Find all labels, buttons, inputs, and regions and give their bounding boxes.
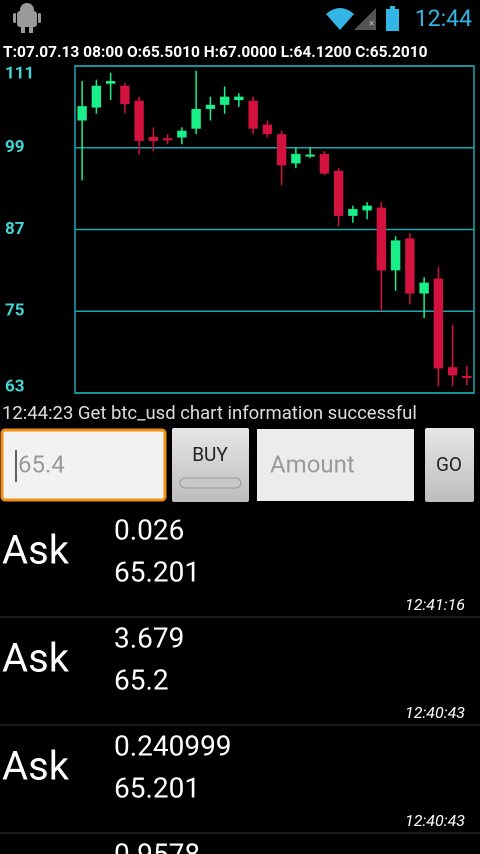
y-tick-label: 99 xyxy=(5,137,25,157)
plot-border xyxy=(74,65,475,394)
candle-body xyxy=(148,136,159,141)
buy-button-label: BUY xyxy=(192,443,228,466)
candle-body xyxy=(162,138,173,141)
battery-tip xyxy=(390,6,395,10)
candle-body xyxy=(390,240,401,271)
candle-body xyxy=(177,130,187,138)
candle-body xyxy=(205,104,216,109)
buy-toggle-indicator xyxy=(179,477,242,489)
candle-body xyxy=(120,85,130,105)
candle-body xyxy=(191,108,201,129)
log-message: 12:44:23 Get btc_usd chart information s… xyxy=(2,402,417,424)
candle-body xyxy=(447,367,458,376)
candle-body xyxy=(105,80,116,84)
y-tick-label: 63 xyxy=(5,376,25,396)
order-side: Ask xyxy=(2,527,70,574)
order-amount: 3.679 xyxy=(114,621,184,654)
signal-icon xyxy=(354,8,376,30)
candle-body xyxy=(134,100,144,141)
battery-icon xyxy=(386,9,399,31)
debug-icon xyxy=(13,3,41,33)
order-price: 65.201 xyxy=(114,555,200,588)
candle-body xyxy=(405,238,415,294)
order-list: Ask 0.026 65.201 12:41:16 Ask 3.679 65.2 12:40:… xyxy=(0,513,480,854)
wifi-icon xyxy=(326,8,354,30)
go-button-label: GO xyxy=(436,453,462,476)
y-tick-label: 87 xyxy=(5,219,25,239)
status-bar-bg xyxy=(0,0,480,38)
candle-body xyxy=(433,278,444,369)
candle-body xyxy=(419,282,429,294)
candle-body xyxy=(348,209,358,216)
order-amount: 0.240999 xyxy=(114,729,232,762)
chart: 63 75 87 99 111 xyxy=(5,63,475,396)
price-input[interactable] xyxy=(0,428,167,502)
order-price: 65.2 xyxy=(114,663,169,696)
y-tick-label: 111 xyxy=(5,63,34,83)
candle-body xyxy=(333,170,344,216)
candle-body xyxy=(248,100,258,129)
order-amount: 0.9578 xyxy=(114,837,200,854)
order-side: Ask xyxy=(2,743,70,790)
candle-body xyxy=(77,106,87,121)
chart-title: T:07.07.13 08:00 O:65.5010 H:67.0000 L:6… xyxy=(3,43,428,61)
order-form: 65.4 BUY Amount GO xyxy=(0,428,474,502)
candle-body xyxy=(91,85,102,108)
candle-body xyxy=(262,124,273,135)
order-time: 12:40:43 xyxy=(405,811,465,830)
status-time: 12:44 xyxy=(415,5,472,32)
candle-body xyxy=(234,96,244,101)
candle-body xyxy=(362,205,372,211)
amount-input[interactable] xyxy=(257,429,414,501)
order-time: 12:41:16 xyxy=(405,595,465,614)
order-amount: 0.026 xyxy=(114,513,184,546)
candle-body xyxy=(276,134,287,166)
order-side: Ask xyxy=(2,635,70,682)
signal-x: × xyxy=(369,19,374,30)
candle-body xyxy=(305,154,315,157)
y-tick-label: 75 xyxy=(5,301,25,321)
candle-body xyxy=(291,153,301,164)
candle-body xyxy=(376,207,387,271)
candle-body xyxy=(319,153,330,174)
candle-body xyxy=(219,96,230,105)
candle-body xyxy=(462,375,472,379)
order-price: 65.201 xyxy=(114,771,200,804)
order-time: 12:40:43 xyxy=(405,703,465,722)
status-bar: × 12:44 xyxy=(0,0,480,38)
go-button[interactable] xyxy=(425,428,474,502)
amount-input-text: Amount xyxy=(270,450,355,478)
price-input-text: 65.4 xyxy=(18,450,65,478)
